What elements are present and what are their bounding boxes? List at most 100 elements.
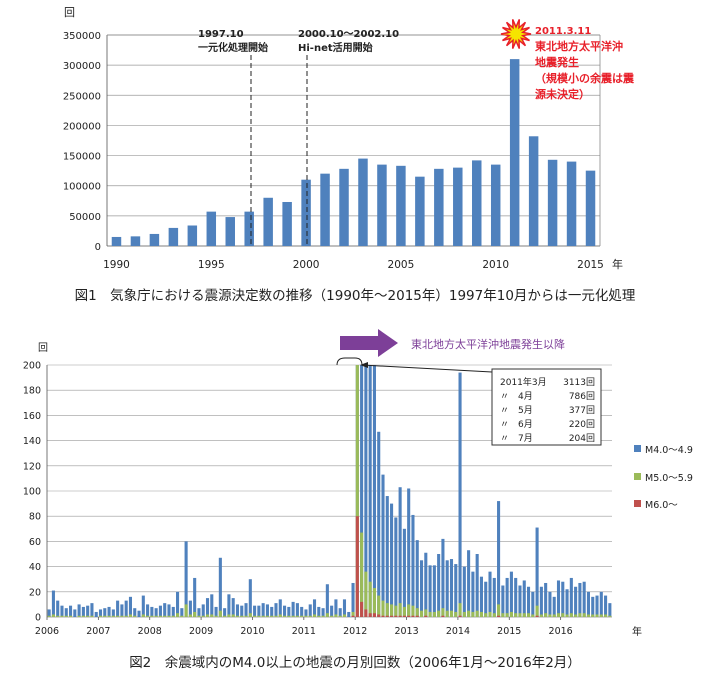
chart2-bar-m5 xyxy=(462,611,466,617)
annotation-2011: 2011.3.11 東北地方太平洋沖 地震発生 （規模小の余震は震 源未決定） xyxy=(500,19,635,101)
chart2-bar-m5 xyxy=(197,615,201,617)
chart2-legend: M4.0～4.9 M5.0～5.9 M6.0～ xyxy=(634,445,693,511)
period-arrow-label: 東北地方太平洋沖地震発生以降 xyxy=(411,337,565,351)
chart2-bar-m5 xyxy=(205,614,210,617)
chart2-bar-m5 xyxy=(231,614,235,617)
chart2-bar-m6 xyxy=(394,615,398,617)
annotation-2011-line2: 地震発生 xyxy=(535,55,579,69)
chart2-bar-m5 xyxy=(116,615,120,617)
chart2-bar-m5 xyxy=(449,610,454,617)
chart2-bar-m5 xyxy=(176,613,180,617)
chart2-bar-m5 xyxy=(193,611,197,617)
chart1-bar xyxy=(263,197,273,246)
chart2-bar-m5 xyxy=(244,615,248,617)
chart1-y-tick-label: 150000 xyxy=(63,152,101,163)
chart2-bar-m5 xyxy=(98,615,103,617)
period-arrow: 東北地方太平洋沖地震発生以降 xyxy=(340,329,565,357)
chart2-bar-m5 xyxy=(582,613,586,617)
chart2-bar-m4 xyxy=(514,577,518,617)
chart2-bar-m4 xyxy=(449,559,454,617)
chart2-bar-m4 xyxy=(124,600,128,617)
chart2-bar-m5 xyxy=(51,614,55,617)
chart2-bar-m4 xyxy=(509,571,513,617)
chart2-y-tick-label: 160 xyxy=(23,411,41,422)
chart2-bar-m5 xyxy=(124,615,128,617)
chart1-y-tick-label: 0 xyxy=(95,242,101,253)
figure2-caption: 図2 余震域内のM4.0以上の地震の月別回数（2006年1月～2016年2月） xyxy=(129,655,581,671)
chart2-bar-m5 xyxy=(120,615,124,617)
chart2-bar-m5 xyxy=(338,615,342,617)
chart2-bar-m6 xyxy=(355,516,359,617)
chart2-bar-m4 xyxy=(120,604,124,617)
chart2-bar-m4 xyxy=(47,609,51,617)
chart2-bar-m6 xyxy=(411,615,415,617)
chart2-bar-m5 xyxy=(60,615,64,617)
chart2-bar-m5 xyxy=(505,613,509,617)
annotation-2011-line4: 源未決定） xyxy=(535,87,590,101)
chart2-bar-m4 xyxy=(73,609,77,617)
chart2-bar-m4 xyxy=(107,606,111,617)
chart1-bar xyxy=(377,164,387,246)
chart1-y-tick-label: 200000 xyxy=(63,121,101,132)
chart2-bar-m4 xyxy=(351,582,355,617)
chart2-bar-m5 xyxy=(128,614,133,617)
chart2-bar-m5 xyxy=(146,615,150,617)
chart2-bar-m4 xyxy=(295,603,299,617)
chart2-y-tick-label: 100 xyxy=(23,487,41,498)
chart2-bar-m5 xyxy=(514,613,518,617)
chart2-bar-m4 xyxy=(103,608,107,617)
chart2-bar-m5 xyxy=(103,615,107,617)
chart2-bar-m5 xyxy=(364,571,368,617)
table-count: 377回 xyxy=(569,405,595,416)
chart2-bar-m4 xyxy=(501,585,505,617)
chart2-bar-m4 xyxy=(248,579,252,617)
legend-item-m5: M5.0～5.9 xyxy=(634,473,693,484)
chart2-bar-m4 xyxy=(398,487,402,617)
annotation-2000: 2000.10～2002.10 Hi-net活用開始 xyxy=(298,29,399,246)
chart2-bar-m4 xyxy=(604,595,608,617)
chart2-bar-m4 xyxy=(235,604,240,617)
chart2-bar-m4 xyxy=(390,503,394,617)
chart2-bar-m4 xyxy=(599,591,603,617)
chart2-bar-m4 xyxy=(69,605,73,617)
chart2-bar-m5 xyxy=(445,610,449,617)
chart1-bar xyxy=(282,201,292,246)
chart2-bar-m4 xyxy=(270,606,274,617)
chart2-bar-m4 xyxy=(111,609,115,617)
chart1-bar xyxy=(301,179,311,246)
chart2-x-tick-label: 2010 xyxy=(240,626,264,637)
chart2-bar-m6 xyxy=(398,615,402,617)
chart2-bar-m5 xyxy=(539,614,543,617)
table-count: 786回 xyxy=(569,391,595,402)
chart2-bar-m4 xyxy=(321,608,325,617)
chart2-bar-m5 xyxy=(565,614,569,617)
chart2-bar-m4 xyxy=(158,605,162,617)
chart2-bar-m4 xyxy=(176,591,180,617)
chart2-bar-m6 xyxy=(368,613,372,617)
chart2-bar-m4 xyxy=(595,595,599,617)
chart2-bar-m4 xyxy=(424,552,428,617)
chart2-bar-m4 xyxy=(291,601,295,617)
chart2-bar-m4 xyxy=(497,501,501,617)
chart1-y-tick-label: 250000 xyxy=(63,91,101,102)
chart1-bar xyxy=(111,236,122,246)
monthly-count-table xyxy=(491,368,602,446)
chart2-bar-m4 xyxy=(535,527,539,617)
chart1-bar xyxy=(320,173,330,246)
chart2-bar-m5 xyxy=(188,614,192,617)
chart2-bars xyxy=(47,365,612,617)
chart2-bar-m5 xyxy=(56,615,60,617)
chart1-bar xyxy=(168,227,179,246)
chart2-bar-m4 xyxy=(116,600,120,617)
chart2-x-tick-label: 2012 xyxy=(343,626,367,637)
chart2-bar-m4 xyxy=(385,496,389,617)
chart2-bar-m4 xyxy=(210,594,214,617)
chart1-y-tick-labels: 350000 300000 250000 200000 150000 100000 5000… xyxy=(63,31,101,253)
chart1-bar xyxy=(490,164,501,246)
chart2-bar-m4 xyxy=(591,596,595,617)
chart2-bar-m4 xyxy=(338,608,342,617)
chart2-bar-m5 xyxy=(274,615,278,617)
chart2-bar-m4 xyxy=(283,605,287,617)
chart2-bar-m4 xyxy=(64,608,68,617)
